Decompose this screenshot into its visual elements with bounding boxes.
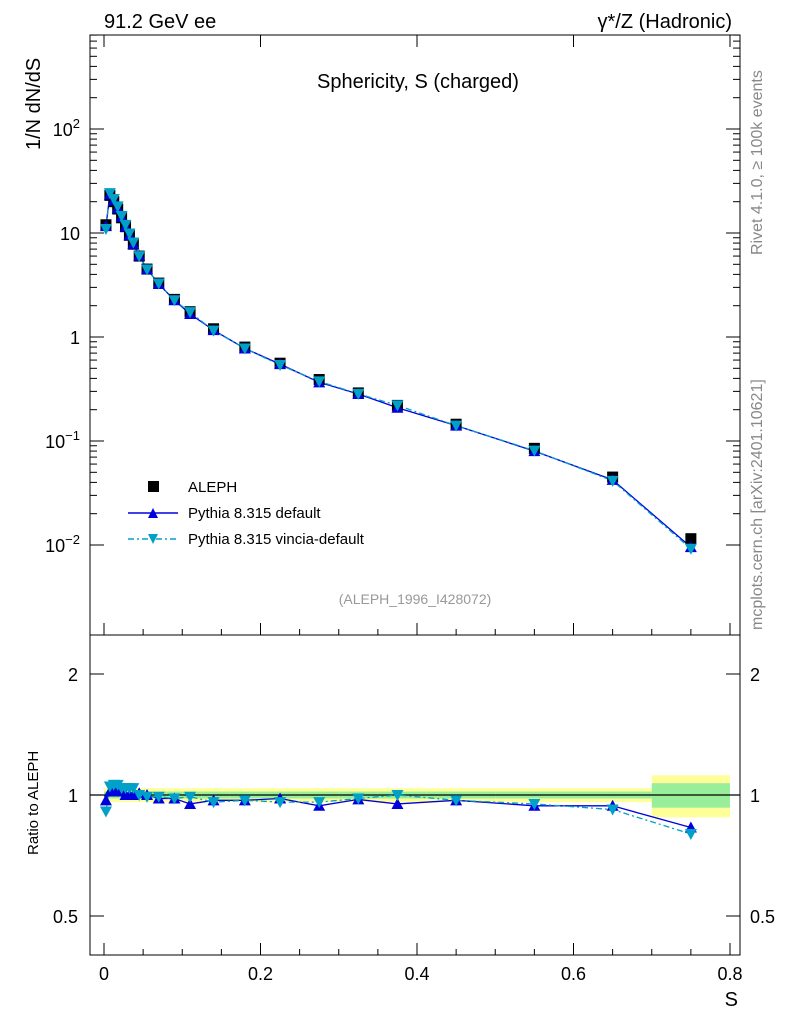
y-tick-exponent: −2 [65, 532, 80, 547]
header-left: 91.2 GeV ee [104, 11, 216, 33]
ratio-tick-label: 1 [68, 786, 78, 806]
series-2-point [115, 211, 128, 223]
ratio-2-point [238, 795, 251, 807]
series-2-point [111, 201, 124, 213]
ratio-tick-label: 2 [68, 665, 78, 685]
aleph-point [685, 533, 697, 545]
y-tick-label: 10 [60, 224, 80, 244]
legend-aleph-marker [148, 481, 159, 492]
y-tick-label: 1 [70, 328, 80, 348]
legend-aleph: ALEPH [188, 479, 237, 496]
y-tick-label: 10−1 [45, 428, 80, 452]
ratio-2-point [391, 790, 404, 801]
ratio-2-point [184, 791, 197, 803]
series-2-point [99, 224, 112, 236]
legend-default: Pythia 8.315 default [188, 505, 321, 522]
x-tick-label: 0.2 [248, 964, 273, 984]
legend: ALEPH Pythia 8.315 default Pythia 8.315 … [128, 479, 365, 548]
ratio-2-point [606, 804, 619, 816]
series-2-point [119, 219, 132, 231]
ratio-2-point [352, 793, 365, 805]
ratio-2-point [274, 797, 287, 809]
header-right: γ*/Z (Hadronic) [598, 11, 732, 33]
series-2-point [238, 343, 251, 355]
y-tick-label: 10−2 [45, 532, 80, 556]
series-2-point [391, 400, 404, 412]
series-2-point [313, 376, 326, 388]
series-2-point [168, 295, 181, 307]
ratio-tick-label-right: 1 [750, 786, 760, 806]
y-tick-exponent: 2 [73, 116, 80, 131]
x-axis-label: S [725, 989, 738, 1011]
analysis-label: (ALEPH_1996_I428072) [339, 591, 492, 607]
ratio-2-point [152, 791, 165, 803]
series-2-point [450, 420, 463, 432]
mcplots-label: mcplots.cern.ch [arXiv:2401.10621] [749, 379, 766, 630]
x-tick-label: 0.4 [404, 964, 429, 984]
series-2-point [528, 445, 541, 457]
series-2-point [127, 237, 140, 249]
ratio-2-point [141, 791, 154, 803]
ratio-2-point [684, 828, 697, 840]
ratio-2-point [450, 795, 463, 807]
ratio-2-point [99, 806, 112, 818]
series-2-point [152, 278, 165, 290]
ratio-1-point [184, 797, 197, 809]
ratio-tick-label-right: 0.5 [750, 907, 775, 927]
legend-default-marker [148, 508, 158, 518]
x-tick-label: 0.8 [717, 964, 742, 984]
series-2-point [141, 264, 154, 276]
x-tick-label: 0.6 [561, 964, 586, 984]
y-tick-label: 102 [53, 116, 80, 140]
ratio-2-point [127, 783, 140, 795]
ratio-2-point [207, 797, 220, 809]
series-2-point [123, 228, 136, 240]
x-tick-label: 0 [99, 964, 109, 984]
series-2-point [107, 194, 120, 206]
series-2-point [684, 543, 697, 555]
series-2-point [352, 388, 365, 400]
rivet-label: Rivet 4.1.0, ≥ 100k events [749, 70, 766, 255]
ratio-2-point [528, 798, 541, 810]
ratio-2-point [168, 793, 181, 805]
ratio-2-point [313, 797, 326, 809]
series-2-point [207, 325, 220, 337]
y-axis-label: 1/N dN/dS [23, 58, 45, 150]
chart-title: Sphericity, S (charged) [317, 71, 519, 93]
ratio-tick-label: 0.5 [53, 907, 78, 927]
legend-vincia-marker [148, 534, 158, 544]
series-2-point [606, 475, 619, 487]
series-2-point [184, 307, 197, 319]
series-2-point [103, 188, 116, 200]
series-2-point [133, 251, 146, 263]
legend-vincia: Pythia 8.315 vincia-default [188, 531, 365, 548]
ratio-1-point [391, 797, 404, 809]
y-tick-exponent: −1 [65, 428, 80, 443]
ratio-tick-label-right: 2 [750, 665, 760, 685]
ratio-axis-label: Ratio to ALEPH [25, 751, 42, 855]
ratio-1-point [99, 794, 112, 806]
series-2-point [274, 360, 287, 372]
